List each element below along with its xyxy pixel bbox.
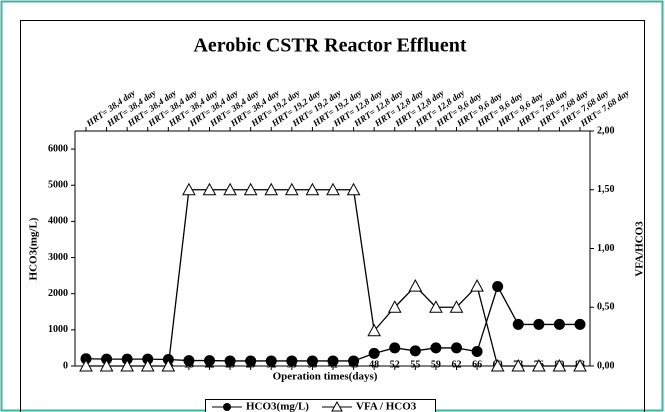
legend-label: HCO3(mg/L): [246, 401, 309, 412]
point: [265, 355, 277, 367]
point: [492, 280, 504, 292]
point: [120, 358, 135, 372]
point: [326, 182, 340, 196]
x-tick-label: 52: [390, 359, 400, 370]
point: [306, 355, 318, 367]
point: [368, 347, 380, 359]
point: [553, 318, 565, 330]
y2-tick-label: 1,00: [597, 243, 615, 254]
point: [223, 182, 237, 196]
point: [286, 355, 298, 367]
point: [512, 318, 524, 330]
y2-tick-label: 0,00: [597, 360, 615, 371]
point: [451, 342, 462, 354]
point: [346, 182, 361, 196]
point: [327, 355, 339, 367]
point: [245, 355, 257, 367]
point: [389, 342, 401, 354]
point: [243, 182, 258, 196]
point: [552, 358, 567, 372]
y-tick-label: 6000: [48, 143, 68, 154]
y-tick-label: 3000: [48, 252, 68, 263]
point: [409, 345, 421, 357]
legend: [205, 399, 436, 412]
x-tick-label: 62: [452, 359, 462, 370]
chart-frame: [20, 20, 645, 412]
point: [471, 346, 483, 358]
x-tick-label: 48: [369, 359, 379, 370]
point: [202, 182, 217, 196]
point: [140, 358, 155, 372]
legend-marker: [223, 403, 231, 411]
point: [161, 358, 176, 372]
point: [573, 358, 587, 372]
point: [408, 279, 423, 292]
legend-marker: [331, 400, 343, 412]
point: [284, 182, 299, 196]
y-tick-label: 4000: [48, 216, 68, 227]
point: [531, 358, 546, 372]
y-tick-label: 2000: [48, 288, 68, 299]
point: [224, 355, 236, 367]
x-tick-label: 66: [472, 359, 482, 370]
y2-tick-label: 1,50: [597, 184, 615, 195]
point: [367, 323, 382, 337]
point: [533, 318, 545, 330]
y-tick-label: 5000: [48, 180, 68, 191]
y2-axis-label: VFA/HCO3: [634, 221, 646, 277]
point: [429, 300, 443, 313]
point: [183, 355, 195, 367]
point: [79, 358, 93, 372]
x-axis-label: Operation times(days): [273, 371, 378, 383]
point: [348, 355, 360, 367]
point: [511, 358, 526, 372]
point: [182, 182, 196, 196]
point: [387, 300, 402, 313]
point: [80, 353, 92, 365]
y-axis-label: HCO3(mg/L): [28, 217, 40, 280]
legend-label: VFA / HCO3: [356, 401, 417, 412]
y2-tick-label: 0,50: [597, 302, 615, 313]
point: [574, 318, 586, 330]
point: [305, 182, 320, 196]
y-tick-label: 1000: [48, 324, 68, 335]
x-tick-label: 55: [410, 359, 420, 370]
point: [470, 279, 484, 292]
y-tick-label: 0: [63, 360, 68, 371]
x-tick-label: 59: [431, 359, 441, 370]
chart-title: Aerobic CSTR Reactor Effluent: [193, 35, 466, 57]
y2-tick-label: 2,00: [597, 125, 615, 136]
point: [264, 182, 279, 196]
point: [449, 300, 464, 313]
point: [204, 355, 215, 367]
point: [490, 358, 505, 372]
point: [99, 358, 114, 372]
point: [430, 342, 442, 354]
